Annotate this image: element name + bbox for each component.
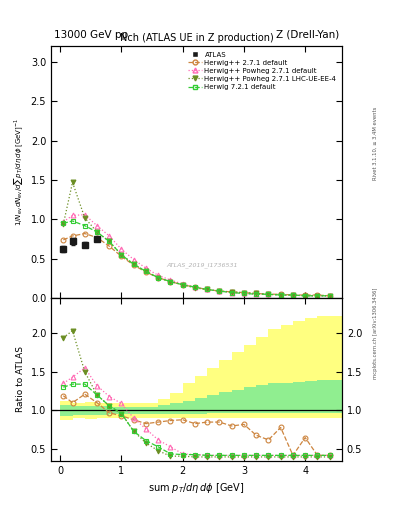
Title: Nch (ATLAS UE in Z production): Nch (ATLAS UE in Z production)	[119, 33, 274, 42]
Text: mcplots.cern.ch [arXiv:1306.3436]: mcplots.cern.ch [arXiv:1306.3436]	[373, 287, 378, 378]
Text: ATLAS_2019_I1736531: ATLAS_2019_I1736531	[167, 263, 238, 268]
Text: Z (Drell-Yan): Z (Drell-Yan)	[276, 30, 339, 40]
Text: Rivet 3.1.10, ≥ 3.4M events: Rivet 3.1.10, ≥ 3.4M events	[373, 106, 378, 180]
Legend: ATLAS, Herwig++ 2.7.1 default, Herwig++ Powheg 2.7.1 default, Herwig++ Powheg 2.: ATLAS, Herwig++ 2.7.1 default, Herwig++ …	[186, 50, 338, 92]
X-axis label: sum $p_T/d\eta\,d\phi$ [GeV]: sum $p_T/d\eta\,d\phi$ [GeV]	[148, 481, 245, 495]
Y-axis label: $1/N_{\rm ev}\,dN_{\rm ev}/d\sum p_T/d\eta\,d\phi\;[\rm GeV]^{-1}$: $1/N_{\rm ev}\,dN_{\rm ev}/d\sum p_T/d\e…	[12, 118, 25, 226]
Y-axis label: Ratio to ATLAS: Ratio to ATLAS	[16, 347, 25, 413]
Text: 13000 GeV pp: 13000 GeV pp	[54, 30, 128, 40]
